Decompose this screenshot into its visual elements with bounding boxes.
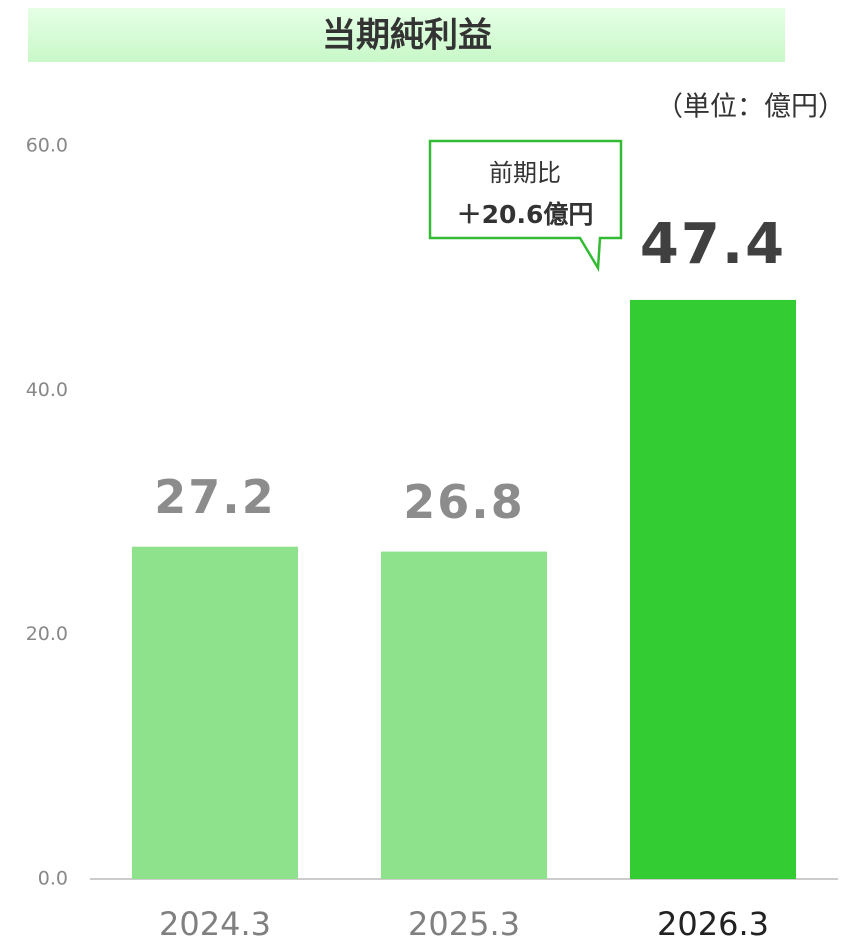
bar (381, 551, 547, 879)
annotation: 前期比 (489, 159, 561, 187)
y-tick-label: 0.0 (38, 868, 68, 890)
bar (132, 546, 298, 879)
value-label: 26.8 (403, 475, 525, 529)
value-label: 27.2 (154, 470, 276, 524)
y-tick-label: 60.0 (26, 135, 68, 157)
value-label: 47.4 (640, 212, 786, 277)
chart-title: 当期純利益 (322, 16, 492, 56)
y-tick-label: 20.0 (26, 623, 68, 645)
callout (428, 139, 623, 273)
title-box (28, 8, 785, 62)
x-tick-label: 2025.3 (408, 905, 520, 943)
annotation: ＋20.6億円 (457, 200, 594, 229)
bar (630, 299, 796, 879)
unit-label: （単位：億円） (656, 92, 845, 123)
x-tick-label: 2026.3 (657, 905, 769, 943)
x-tick-label: 2024.3 (159, 905, 271, 943)
y-tick-label: 40.0 (26, 379, 68, 401)
